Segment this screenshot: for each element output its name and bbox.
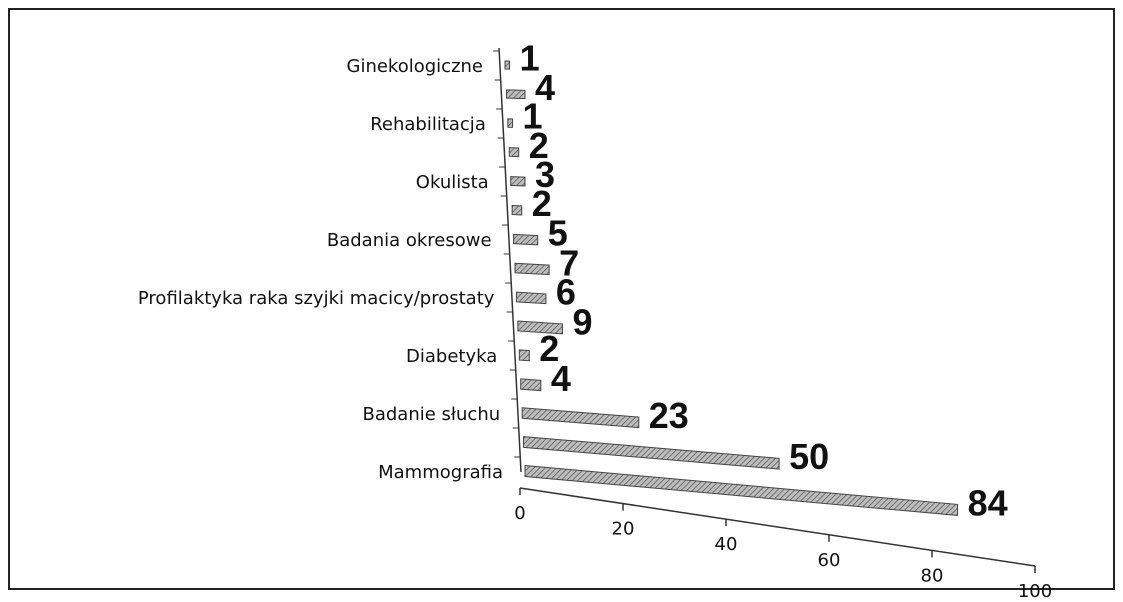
- category-label: Diabetyka: [406, 346, 497, 367]
- category-label: Rehabilitacja: [370, 114, 486, 135]
- x-tick-label: 100: [1018, 581, 1052, 598]
- value-label: 23: [649, 395, 689, 436]
- value-label: 1: [523, 96, 543, 137]
- category-label: Okulista: [416, 172, 489, 193]
- value-label: 2: [532, 183, 552, 224]
- x-tick-label: 0: [514, 503, 525, 524]
- x-tick-label: 60: [818, 550, 841, 571]
- x-tick-label: 20: [612, 519, 635, 540]
- bar: [507, 118, 514, 128]
- value-label: 4: [535, 67, 555, 108]
- value-axis: [519, 487, 1036, 567]
- value-label: 2: [539, 328, 559, 369]
- bar: [508, 147, 520, 158]
- value-label: 5: [548, 213, 568, 254]
- bar: [510, 176, 526, 187]
- bar: [517, 320, 563, 335]
- bar: [515, 291, 547, 305]
- value-label: 9: [572, 301, 592, 342]
- bar: [524, 464, 959, 516]
- value-label: 3: [535, 154, 555, 195]
- bar: [520, 378, 542, 392]
- value-label: 4: [551, 358, 571, 399]
- category-label: Ginekologiczne: [347, 56, 484, 77]
- bar: [504, 60, 511, 70]
- value-label: 50: [789, 436, 829, 477]
- category-label: Profilaktyka raka szyjki macicy/prostaty: [138, 288, 495, 309]
- value-label: 1: [520, 38, 540, 79]
- bar: [521, 407, 640, 429]
- bar: [513, 233, 539, 246]
- category-label: Mammografia: [378, 462, 503, 483]
- x-tick-label: 40: [715, 534, 738, 555]
- value-label: 84: [968, 482, 1008, 523]
- x-tick-label: 80: [921, 565, 944, 586]
- bar: [514, 262, 550, 276]
- bar: [523, 436, 780, 470]
- value-label: 7: [559, 242, 579, 283]
- frame: [8, 8, 1115, 590]
- bar: [505, 89, 526, 100]
- bar: [511, 204, 523, 216]
- value-label: 6: [556, 271, 576, 312]
- bar: [518, 349, 530, 362]
- category-axis: [498, 47, 522, 473]
- value-label: 2: [529, 125, 549, 166]
- category-label: Badania okresowe: [327, 230, 492, 251]
- category-label: Badanie słuchu: [362, 404, 500, 425]
